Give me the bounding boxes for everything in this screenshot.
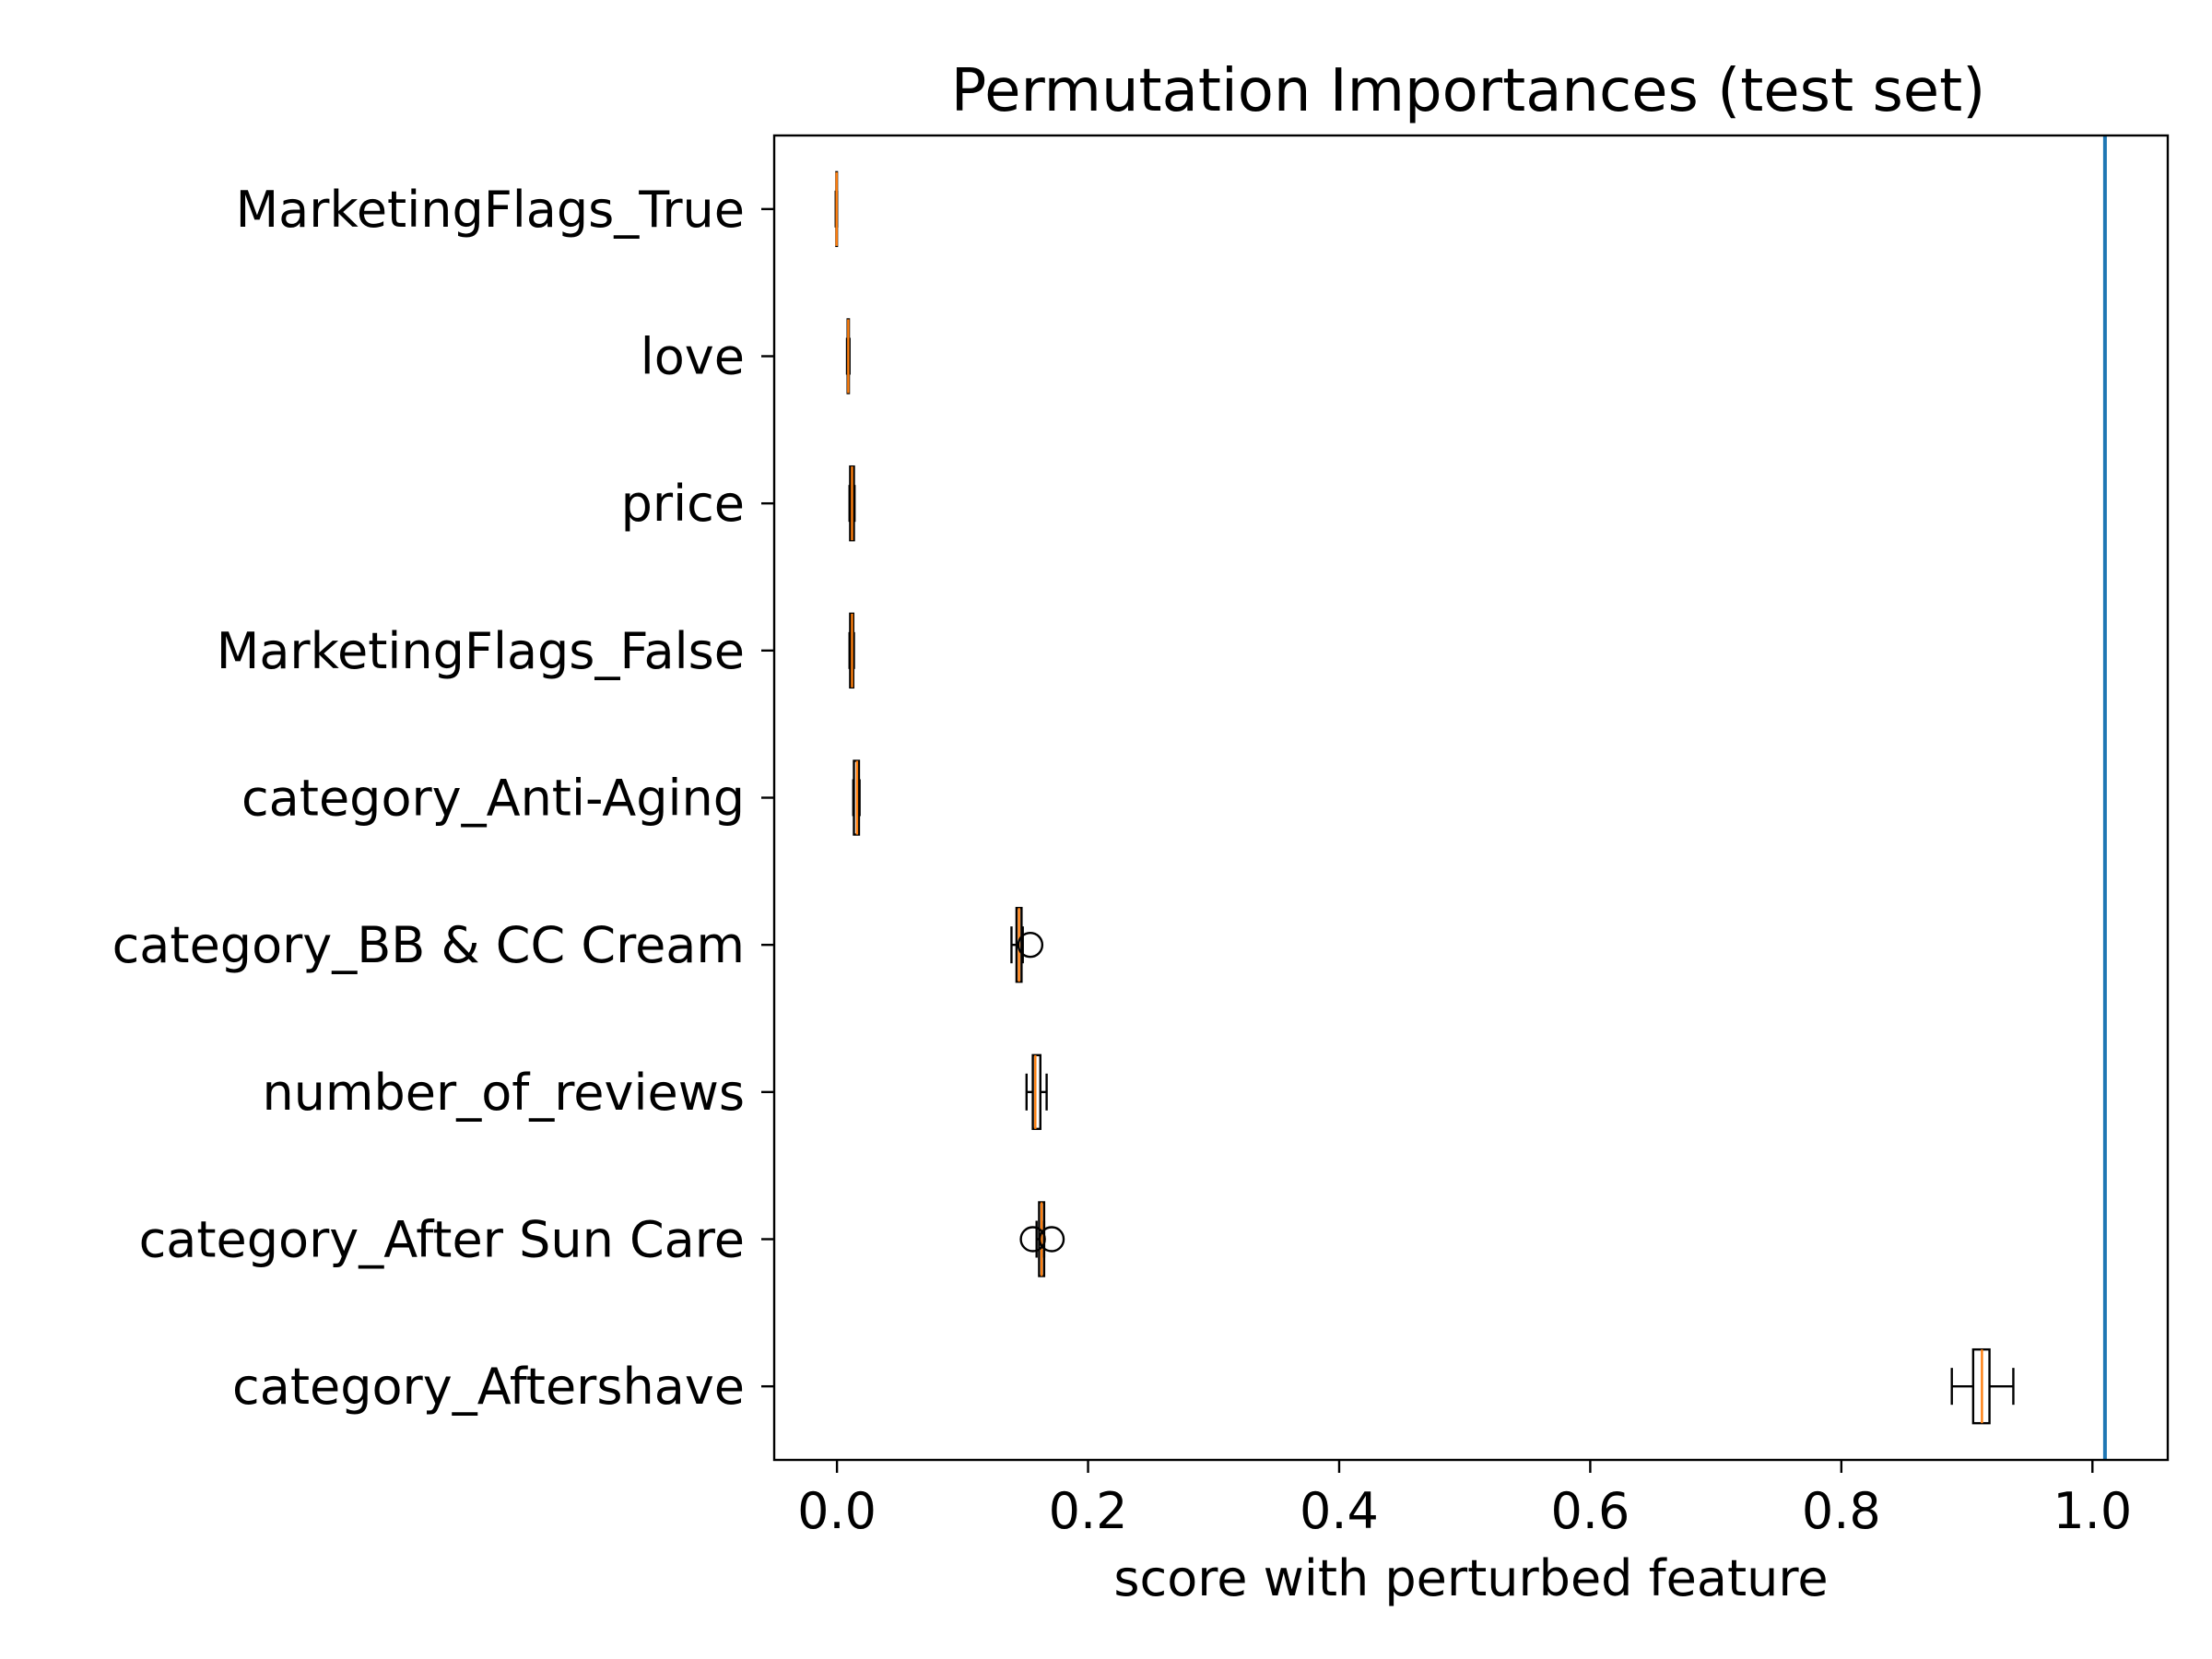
y-tick-label: category_BB & CC Cream bbox=[112, 916, 745, 974]
y-tick-label: category_Anti-Aging bbox=[241, 770, 745, 828]
box bbox=[1031, 1053, 1041, 1131]
flier-point bbox=[1038, 1226, 1065, 1253]
x-tick-label: 0.6 bbox=[1550, 1482, 1630, 1540]
x-tick-label: 0.2 bbox=[1049, 1482, 1128, 1540]
x-tick-label: 0.8 bbox=[1802, 1482, 1881, 1540]
x-tick-label: 0.4 bbox=[1300, 1482, 1379, 1540]
flier-point bbox=[1017, 931, 1044, 959]
flier-point bbox=[1019, 1226, 1046, 1253]
y-tick-label: price bbox=[621, 475, 745, 533]
x-axis-label: score with perturbed feature bbox=[1113, 1549, 1828, 1607]
axes-frame bbox=[772, 134, 2170, 1462]
x-tick-label: 1.0 bbox=[2053, 1482, 2132, 1540]
x-tick-label: 0.0 bbox=[797, 1482, 877, 1540]
y-tick-label: number_of_reviews bbox=[262, 1064, 745, 1122]
y-tick-label: love bbox=[641, 328, 745, 386]
y-tick-label: MarketingFlags_False bbox=[217, 622, 745, 680]
y-tick-label: category_Aftershave bbox=[232, 1358, 745, 1416]
plot-area: 0.0 0.2 0.4 0.6 0.8 1.0 MarketingFlags_Truelov… bbox=[112, 135, 2132, 1540]
y-tick-label: category_After Sun Care bbox=[139, 1211, 745, 1269]
chart-title: Permutation Importances (test set) bbox=[951, 57, 1985, 125]
y-tick-label: MarketingFlags_True bbox=[236, 181, 745, 239]
